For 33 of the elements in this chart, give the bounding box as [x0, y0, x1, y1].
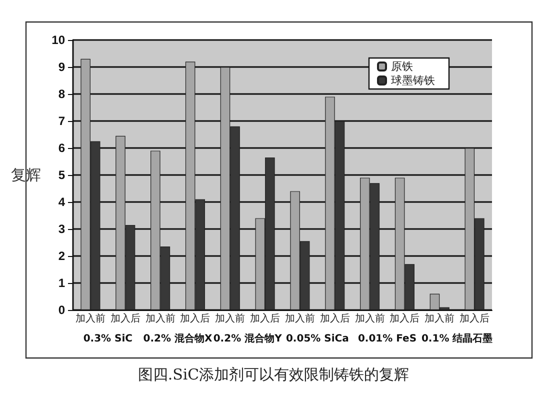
x-tick-label: 加入前 — [424, 312, 455, 324]
text: 0.3% SiC — [83, 334, 133, 344]
y-tick-label: 4 — [58, 195, 66, 209]
x-tick-label: 加入前 — [215, 312, 246, 324]
text: 0.2% 混合物Y — [213, 332, 283, 344]
x-tick-label: 加入后 — [320, 312, 350, 324]
y-tick-label: 1 — [58, 276, 66, 290]
x-tick-label: 加入后 — [110, 312, 140, 324]
text: 0.01% FeS — [358, 334, 417, 344]
y-tick-label: 8 — [58, 87, 66, 101]
y-tick-label: 9 — [58, 60, 66, 74]
text: 0.05% SiCa — [286, 334, 349, 344]
x-tick-label: 加入后 — [390, 312, 420, 324]
legend-label: 原铁 — [391, 60, 413, 73]
y-tick-label: 7 — [58, 114, 66, 128]
y-axis-title: 复辉 — [11, 166, 41, 184]
text: 0.1% 结晶石墨 — [421, 332, 493, 344]
x-tick-label: 加入后 — [460, 312, 490, 324]
y-tick-label: 2 — [58, 249, 66, 263]
x-tick-label: 加入前 — [145, 312, 176, 324]
y-tick-label: 3 — [58, 222, 66, 236]
y-tick-label: 6 — [58, 141, 66, 155]
y-tick-label: 5 — [58, 168, 66, 182]
x-tick-label: 加入后 — [180, 312, 210, 324]
x-tick-label: 加入后 — [250, 312, 280, 324]
y-tick-label: 0 — [58, 303, 66, 317]
legend-label: 球墨铸铁 — [391, 74, 435, 87]
text: 图四.SiC添加剂可以有效限制铸铁的复辉 — [138, 366, 410, 384]
x-tick-label: 加入前 — [354, 312, 385, 324]
text: 0.2% 混合物X — [143, 332, 212, 344]
x-tick-label: 加入前 — [284, 312, 315, 324]
y-tick-label: 10 — [52, 33, 66, 47]
x-tick-label: 加入前 — [75, 312, 106, 324]
